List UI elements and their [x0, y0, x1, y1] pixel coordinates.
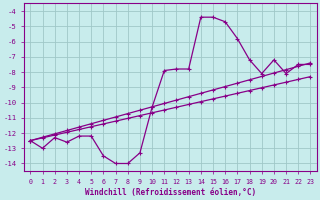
X-axis label: Windchill (Refroidissement éolien,°C): Windchill (Refroidissement éolien,°C) [85, 188, 256, 197]
